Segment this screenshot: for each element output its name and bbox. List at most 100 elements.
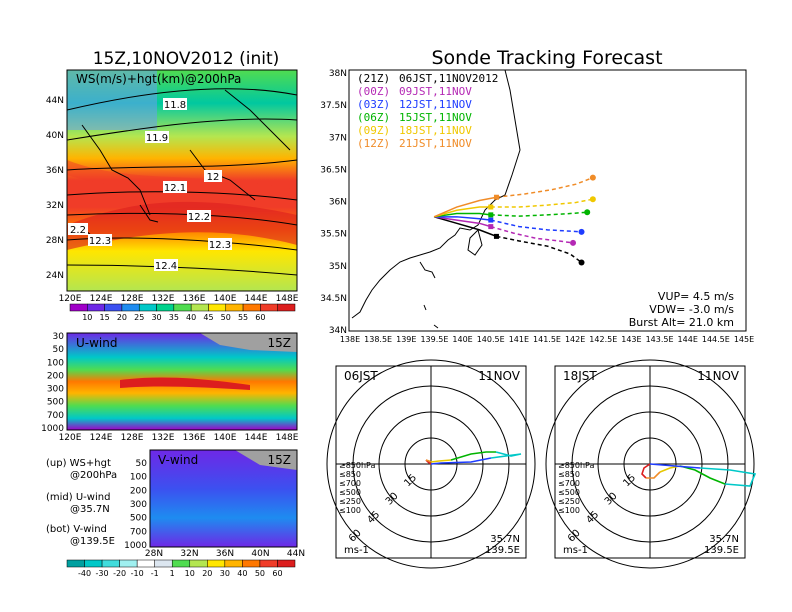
lat-tick-label: 40N bbox=[46, 131, 64, 141]
lat-tick-label: 36N bbox=[329, 198, 347, 208]
lon-tick-label: 140E bbox=[214, 433, 237, 443]
colorbar-swatch bbox=[208, 303, 227, 312]
pressure-tick-label: 200 bbox=[130, 486, 147, 496]
tracking-legend: (21Z) 06JST,11NOV2012 (00Z) 09JST,11NOV (03Z… bbox=[357, 72, 498, 150]
lon-tick-label: 120E bbox=[59, 433, 82, 443]
colorbar-swatch bbox=[260, 303, 278, 312]
track-ascent-line bbox=[433, 216, 491, 228]
colorbar-swatch bbox=[66, 559, 85, 568]
pressure-tick-label: 100 bbox=[130, 473, 147, 483]
lon-tick-label: 142E bbox=[565, 335, 585, 344]
colorbar-swatch bbox=[104, 303, 123, 312]
landing-marker bbox=[578, 228, 585, 235]
colorbar-tick: 30 bbox=[151, 313, 161, 322]
colorbar-tick: 1 bbox=[170, 569, 175, 578]
lon-tick-label: 128E bbox=[121, 294, 144, 304]
pressure-tick-label: 300 bbox=[130, 500, 147, 510]
landing-marker bbox=[589, 196, 596, 203]
hodo-trace bbox=[679, 465, 726, 485]
lon-tick-label: 139E bbox=[396, 335, 416, 344]
legend-utc: (12Z) bbox=[357, 137, 390, 150]
colorbar-tick: 60 bbox=[272, 569, 282, 578]
colorbar-tick: 15 bbox=[100, 313, 110, 322]
hodo-level-label: ≤250 bbox=[558, 497, 580, 506]
v-wind-panel: V-wind 15Z bbox=[149, 449, 298, 548]
lon-tick-label: 140E bbox=[214, 294, 237, 304]
colorbar-tick: 30 bbox=[220, 569, 230, 578]
track-descent-line bbox=[490, 198, 594, 208]
legend-utc: (09Z) bbox=[357, 124, 390, 137]
lon-tick-label: 144.5E bbox=[702, 335, 730, 344]
colorbar-tick: -1 bbox=[151, 569, 159, 578]
colorbar-swatch bbox=[156, 303, 175, 312]
colorbar-tick: 50 bbox=[221, 313, 231, 322]
ws-colorbar: 10 15 20 25 30 35 40 45 50 55 60 bbox=[69, 303, 296, 322]
lat-tick-label: 38N bbox=[329, 69, 347, 79]
lon-tick-label: 140.5E bbox=[477, 335, 505, 344]
legend-mid-line2: @35.7N bbox=[70, 504, 110, 515]
pressure-tick-label: 500 bbox=[130, 514, 147, 524]
u-wind-lon-ticks: 120E 124E 128E 132E 136E 140E 144E 148E bbox=[59, 433, 299, 443]
legend-jst: 15JST,11NOV bbox=[399, 111, 472, 124]
colorbar-swatch bbox=[101, 559, 120, 568]
lon-tick-label: 138.5E bbox=[364, 335, 392, 344]
burst-marker bbox=[488, 217, 494, 223]
colorbar-swatch bbox=[173, 303, 192, 312]
hodo-date: 11NOV bbox=[697, 369, 739, 383]
hodo-level-label: ≥850hPa bbox=[558, 461, 595, 470]
colorbar-swatch bbox=[154, 559, 173, 568]
track-ascent-line bbox=[433, 216, 497, 238]
lon-tick-label: 143E bbox=[621, 335, 641, 344]
hodo-level-label: ≤500 bbox=[558, 488, 580, 497]
colorbar-tick: 20 bbox=[117, 313, 127, 322]
tracking-plot-frame bbox=[348, 69, 747, 332]
lat-tick-label: 32N bbox=[46, 201, 64, 211]
hodo-trace bbox=[430, 457, 492, 465]
hodo-level-label: ≤850 bbox=[339, 470, 361, 479]
lon-tick-label: 144E bbox=[678, 335, 698, 344]
burst-marker bbox=[493, 233, 499, 239]
tracking-title: Sonde Tracking Forecast bbox=[431, 47, 662, 69]
colorbar-tick: -30 bbox=[96, 569, 109, 578]
lat-tick-label: 34N bbox=[329, 326, 347, 336]
tracking-lon-ticks: 138E 138.5E 139E 139.5E 140E 140.5E 141E 141.5E… bbox=[340, 335, 754, 344]
ws-lon-ticks: 120E 124E 128E 132E 136E 140E 144E 148E bbox=[59, 294, 299, 304]
u-wind-panel: U-wind 15Z bbox=[66, 332, 298, 431]
legend-utc: (00Z) bbox=[357, 85, 390, 98]
hodo-unit: ms-1 bbox=[344, 545, 369, 556]
colorbar-tick: 10 bbox=[185, 569, 195, 578]
colorbar-swatch bbox=[119, 559, 138, 568]
lon-tick-label: 141E bbox=[509, 335, 529, 344]
lat-tick-label: 37N bbox=[329, 133, 347, 143]
colorbar-tick: -20 bbox=[113, 569, 126, 578]
lat-tick-label: 44N bbox=[287, 549, 305, 559]
legend-up-line2: @200hPa bbox=[70, 470, 117, 481]
track-descent-line bbox=[490, 219, 582, 233]
hgt-label: 12.4 bbox=[155, 261, 177, 272]
hodo-level-label: ≤700 bbox=[558, 479, 580, 488]
hodo-trace bbox=[646, 471, 661, 479]
ws-lat-ticks: 44N 40N 36N 32N 28N 24N bbox=[46, 96, 64, 281]
pressure-tick-label: 700 bbox=[130, 527, 147, 537]
hodo-trace bbox=[490, 451, 522, 459]
colorbar-swatch bbox=[189, 559, 208, 568]
landing-marker bbox=[578, 259, 585, 266]
colorbar-swatch bbox=[84, 559, 103, 568]
lat-tick-label: 35.5N bbox=[320, 230, 347, 240]
tracking-params: VUP= 4.5 m/s VDW= -3.0 m/s Burst Alt= 21… bbox=[629, 290, 735, 329]
hodo-lat: 35.7N bbox=[709, 534, 739, 545]
colorbar-swatch bbox=[207, 559, 226, 568]
hgt-label: 12.2 bbox=[188, 212, 210, 223]
legend-utc: (21Z) bbox=[357, 72, 390, 85]
colorbar-tick: 25 bbox=[134, 313, 144, 322]
landing-marker bbox=[584, 209, 591, 216]
hodo-ring bbox=[326, 359, 536, 569]
colorbar-swatch bbox=[259, 559, 278, 568]
lon-tick-label: 142.5E bbox=[589, 335, 617, 344]
lon-tick-label: 141.5E bbox=[533, 335, 561, 344]
hodo-time: 06JST bbox=[344, 369, 378, 383]
pressure-tick-label: 50 bbox=[53, 345, 65, 355]
track-ascent-line bbox=[433, 196, 497, 218]
pressure-tick-label: 300 bbox=[47, 385, 64, 395]
hodo-trace bbox=[641, 463, 651, 479]
